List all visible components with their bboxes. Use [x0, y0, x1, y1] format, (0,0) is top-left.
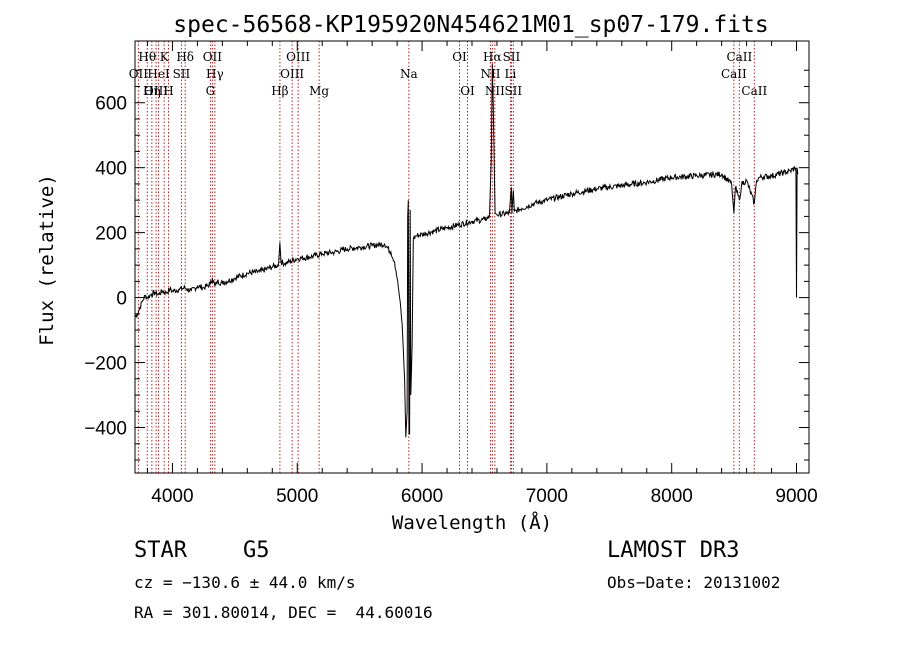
- line-label-4: HeI: [147, 67, 170, 81]
- x-tick-label-4000: 4000: [151, 486, 193, 507]
- x-axis-ticks: 4000 5000 6000 7000 8000 9000: [146, 41, 818, 507]
- y-tick-label-400: 400: [95, 159, 127, 180]
- line-label-16: Na: [400, 67, 418, 81]
- line-label-22: SII: [503, 50, 521, 64]
- line-label-21: NII: [485, 84, 505, 98]
- x-tick-label-8000: 8000: [651, 486, 693, 507]
- y-axis-label: Flux (relative): [36, 174, 58, 346]
- line-label-19: Hα: [483, 50, 502, 64]
- y-axis-ticks: −400 −200 0 200 400 600: [84, 69, 809, 461]
- spectral-line-markers: [137, 41, 755, 473]
- line-label-17: OI: [452, 50, 467, 64]
- y-tick-label-200: 200: [95, 224, 127, 245]
- x-tick-label-6000: 6000: [401, 486, 443, 507]
- line-label-15: Mg: [309, 84, 329, 98]
- x-axis-label: Wavelength (Å): [392, 511, 552, 534]
- line-label-8: H: [163, 84, 173, 98]
- line-label-2: OIII: [144, 84, 168, 98]
- line-label-11: G: [206, 84, 216, 98]
- line-label-12: OIII: [286, 50, 310, 64]
- x-tick-label-5000: 5000: [276, 486, 318, 507]
- spectrum-series-line: [134, 63, 799, 438]
- line-label-13: OIII: [280, 67, 304, 81]
- line-label-10: Hγ: [206, 67, 224, 81]
- y-tick-label-0: 0: [116, 289, 127, 310]
- line-label-7: SII: [173, 67, 191, 81]
- y-tick-label--200: −200: [84, 354, 127, 375]
- survey-name: LAMOST DR3: [607, 538, 740, 563]
- line-label-9: OII: [203, 50, 223, 64]
- line-label-25: CaII: [726, 50, 752, 64]
- line-label-20: NII: [480, 67, 500, 81]
- line-label-14: Hβ: [271, 84, 288, 98]
- line-label-24: SII: [504, 84, 522, 98]
- redshift-velocity: cz = −130.6 ± 44.0 km/s: [134, 573, 356, 592]
- chart-title: spec-56568-KP195920N454621M01_sp07-179.f…: [173, 12, 768, 38]
- object-subclass: G5: [243, 538, 270, 563]
- coordinates: RA = 301.80014, DEC = 44.60016: [134, 603, 433, 622]
- line-label-18: OI: [460, 84, 475, 98]
- line-label-6: Hδ: [176, 50, 194, 64]
- observation-date: Obs−Date: 20131002: [607, 573, 781, 592]
- line-label-3: K: [160, 50, 170, 64]
- line-label-27: CaII: [741, 84, 767, 98]
- y-tick-label--400: −400: [84, 419, 127, 440]
- object-class: STAR: [134, 538, 187, 563]
- y-tick-label-600: 600: [95, 94, 127, 115]
- line-label-5: Hη: [143, 84, 161, 98]
- line-label-1: OII: [129, 67, 149, 81]
- x-tick-label-9000: 9000: [775, 486, 817, 507]
- line-label-0: Hθ: [138, 50, 156, 64]
- plot-frame: [134, 40, 810, 474]
- line-label-26: CaII: [721, 67, 747, 81]
- line-label-23: Li: [505, 67, 517, 81]
- x-tick-label-7000: 7000: [526, 486, 568, 507]
